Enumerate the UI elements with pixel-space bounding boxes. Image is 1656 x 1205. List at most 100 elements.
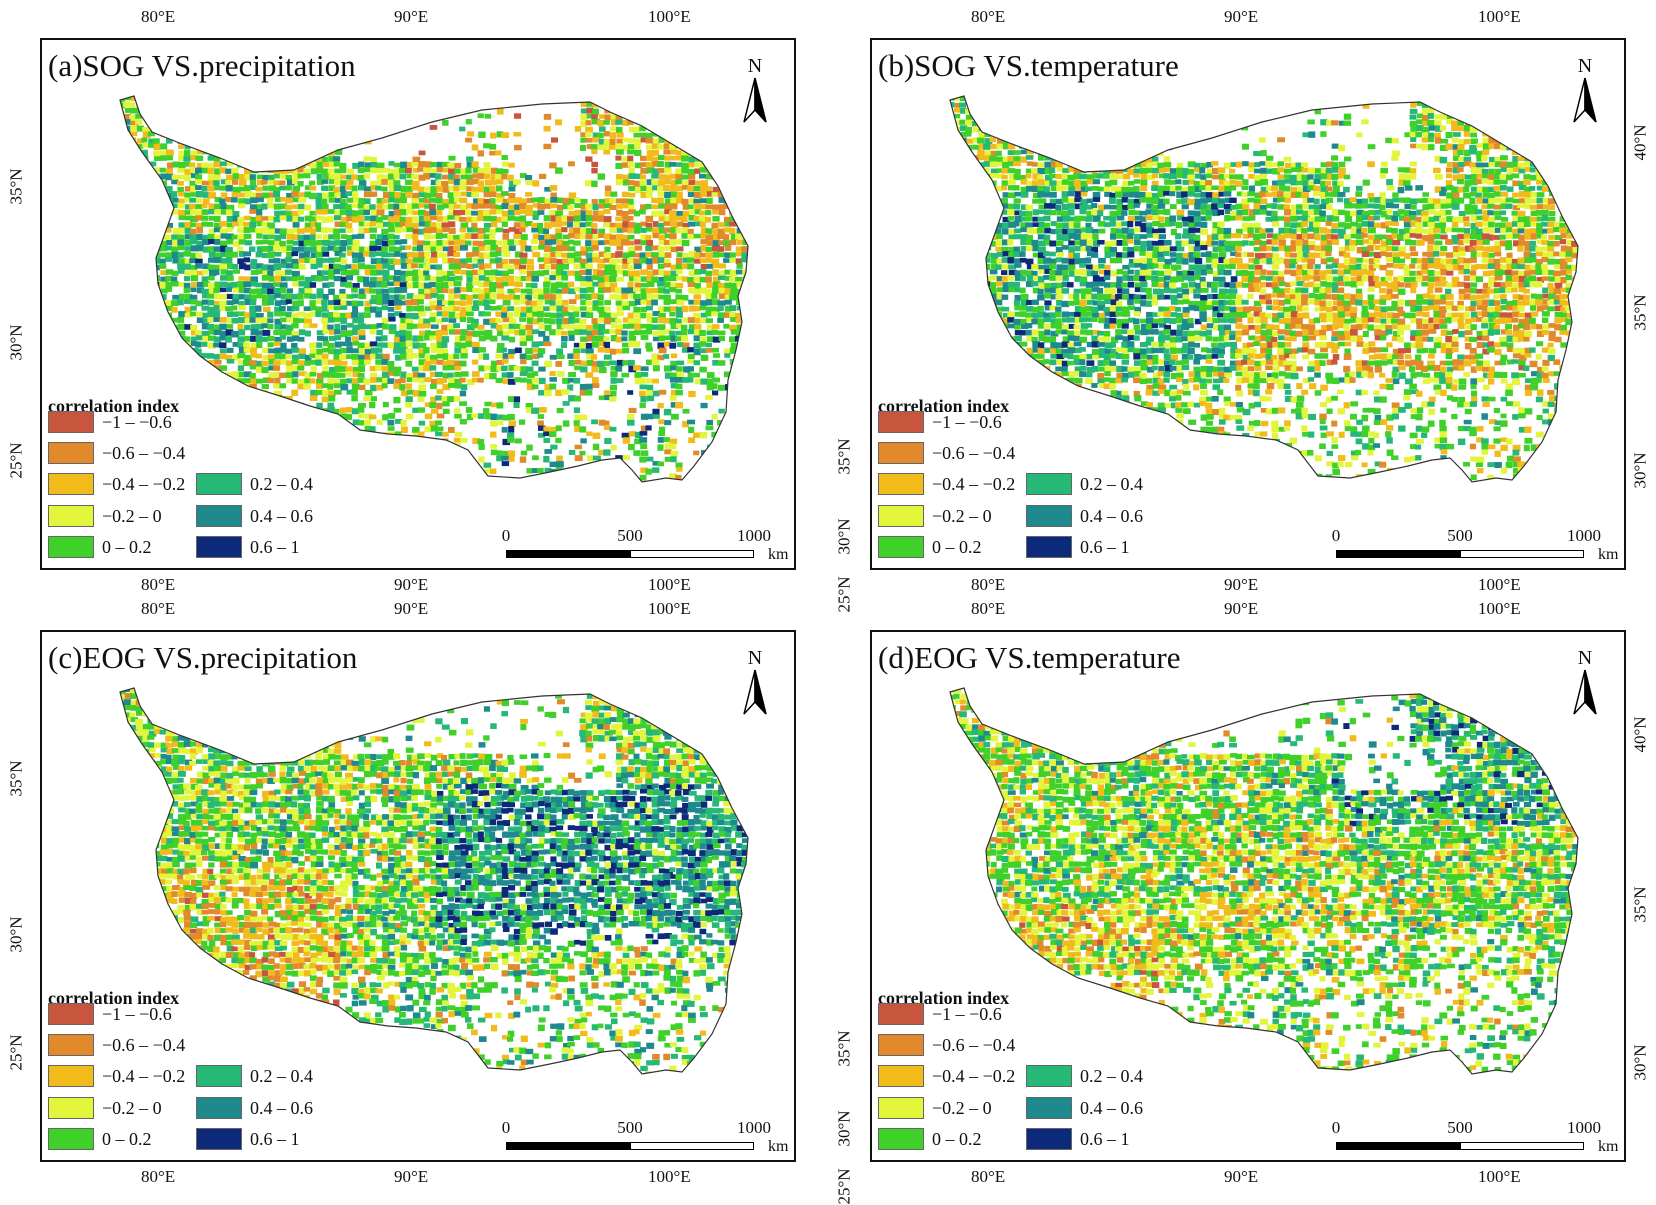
legend-item: 0.4 – 0.6 [196, 1097, 313, 1119]
legend-swatch [878, 1065, 924, 1087]
legend-swatch [196, 1097, 242, 1119]
right-lat-label: 30°N [1632, 452, 1649, 488]
scale-unit: km [768, 1138, 788, 1156]
legend-label: 0.2 – 0.4 [1080, 1066, 1143, 1087]
legend-label: −0.4 – −0.2 [932, 474, 1015, 495]
legend-item: −0.6 – −0.4 [878, 1034, 1015, 1056]
left-lat-label: 30°N [8, 324, 25, 360]
legend-label: 0.6 – 1 [1080, 1129, 1130, 1150]
scale-label: 500 [1447, 526, 1473, 546]
legend-item: 0.4 – 0.6 [196, 505, 313, 527]
left-lat-label: 35°N [8, 760, 25, 796]
legend-item: 0.6 – 1 [196, 536, 300, 558]
legend-item: −0.6 – −0.4 [48, 1034, 185, 1056]
legend-label: 0 – 0.2 [932, 1129, 982, 1150]
scale-label: 0 [502, 1118, 511, 1138]
legend-item: −0.4 – −0.2 [878, 1065, 1015, 1087]
legend-item: −0.2 – 0 [48, 1097, 162, 1119]
scale-unit: km [1598, 546, 1618, 564]
legend-swatch [878, 536, 924, 558]
map-panel-b: 80°E90°E100°E80°E90°E100°E40°N35°N30°N35… [830, 0, 1654, 595]
north-label: N [1568, 648, 1602, 668]
legend-label: 0.4 – 0.6 [250, 1098, 313, 1119]
top-lon-label: 90°E [1224, 600, 1258, 617]
legend-swatch [48, 1003, 94, 1025]
legend-item: 0.2 – 0.4 [196, 473, 313, 495]
legend-item: −0.6 – −0.4 [48, 442, 185, 464]
legend-label: −0.2 – 0 [102, 506, 162, 527]
legend-item: −1 – −0.6 [878, 411, 1002, 433]
scale-segment-white [630, 550, 754, 558]
panel-title: (b)SOG VS.temperature [878, 48, 1179, 84]
legend-label: −0.2 – 0 [102, 1098, 162, 1119]
legend-label: −0.2 – 0 [932, 1098, 992, 1119]
legend-label: 0.2 – 0.4 [250, 474, 313, 495]
left-lat-label: 30°N [836, 518, 853, 554]
correlation-raster [941, 89, 1586, 493]
right-lat-label: 35°N [1632, 294, 1649, 330]
scale-label: 1000 [1567, 1118, 1601, 1138]
right-lat-label: 40°N [1632, 716, 1649, 752]
top-lon-label: 80°E [971, 8, 1005, 25]
left-lat-label: 35°N [836, 1030, 853, 1066]
legend-item: −0.6 – −0.4 [878, 442, 1015, 464]
bottom-lon-label: 80°E [141, 1168, 175, 1185]
scale-segment-white [1460, 1142, 1584, 1150]
legend-label: 0.6 – 1 [1080, 537, 1130, 558]
bottom-lon-label: 100°E [648, 1168, 691, 1185]
legend-item: −1 – −0.6 [48, 411, 172, 433]
legend-item: 0 – 0.2 [878, 536, 982, 558]
legend-item: −1 – −0.6 [878, 1003, 1002, 1025]
correlation-raster [941, 681, 1587, 1085]
legend-swatch [1026, 505, 1072, 527]
map-panel-d: 80°E90°E100°E80°E90°E100°E40°N35°N30°N35… [830, 592, 1654, 1187]
left-lat-label: 25°N [8, 1034, 25, 1070]
scale-label: 0 [1332, 526, 1341, 546]
legend-label: 0.4 – 0.6 [1080, 506, 1143, 527]
scale-unit: km [768, 546, 788, 564]
top-lon-label: 90°E [394, 8, 428, 25]
bottom-lon-label: 100°E [1478, 1168, 1521, 1185]
legend-item: 0 – 0.2 [48, 1128, 152, 1150]
legend-swatch [1026, 473, 1072, 495]
left-lat-label: 30°N [836, 1110, 853, 1146]
legend-swatch [878, 1003, 924, 1025]
legend-item: −0.4 – −0.2 [48, 473, 185, 495]
legend-swatch [48, 1034, 94, 1056]
legend-label: −0.6 – −0.4 [102, 443, 185, 464]
bottom-lon-label: 80°E [971, 1168, 1005, 1185]
north-arrow-icon [740, 668, 770, 718]
legend-label: 0.6 – 1 [250, 537, 300, 558]
legend-swatch [48, 411, 94, 433]
legend-swatch [48, 505, 94, 527]
legend-label: −1 – −0.6 [102, 1004, 172, 1025]
left-lat-label: 30°N [8, 916, 25, 952]
scale-label: 1000 [737, 1118, 771, 1138]
legend-item: −0.2 – 0 [878, 1097, 992, 1119]
legend-label: −0.4 – −0.2 [932, 1066, 1015, 1087]
legend-swatch [48, 536, 94, 558]
left-lat-label: 35°N [836, 438, 853, 474]
correlation-raster [111, 89, 757, 493]
legend-item: −0.2 – 0 [878, 505, 992, 527]
bottom-lon-label: 90°E [1224, 576, 1258, 593]
scale-label: 1000 [737, 526, 771, 546]
north-label: N [738, 56, 772, 76]
legend-swatch [1026, 536, 1072, 558]
north-arrow: N [738, 56, 772, 132]
legend-swatch [48, 1097, 94, 1119]
panel-title: (a)SOG VS.precipitation [48, 48, 356, 84]
scale-segment-black [1336, 550, 1460, 558]
legend-swatch [1026, 1065, 1072, 1087]
top-lon-label: 90°E [1224, 8, 1258, 25]
north-arrow-icon [1570, 668, 1600, 718]
legend-label: −1 – −0.6 [932, 412, 1002, 433]
legend-item: 0 – 0.2 [878, 1128, 982, 1150]
legend-item: 0.6 – 1 [196, 1128, 300, 1150]
legend-item: −0.2 – 0 [48, 505, 162, 527]
